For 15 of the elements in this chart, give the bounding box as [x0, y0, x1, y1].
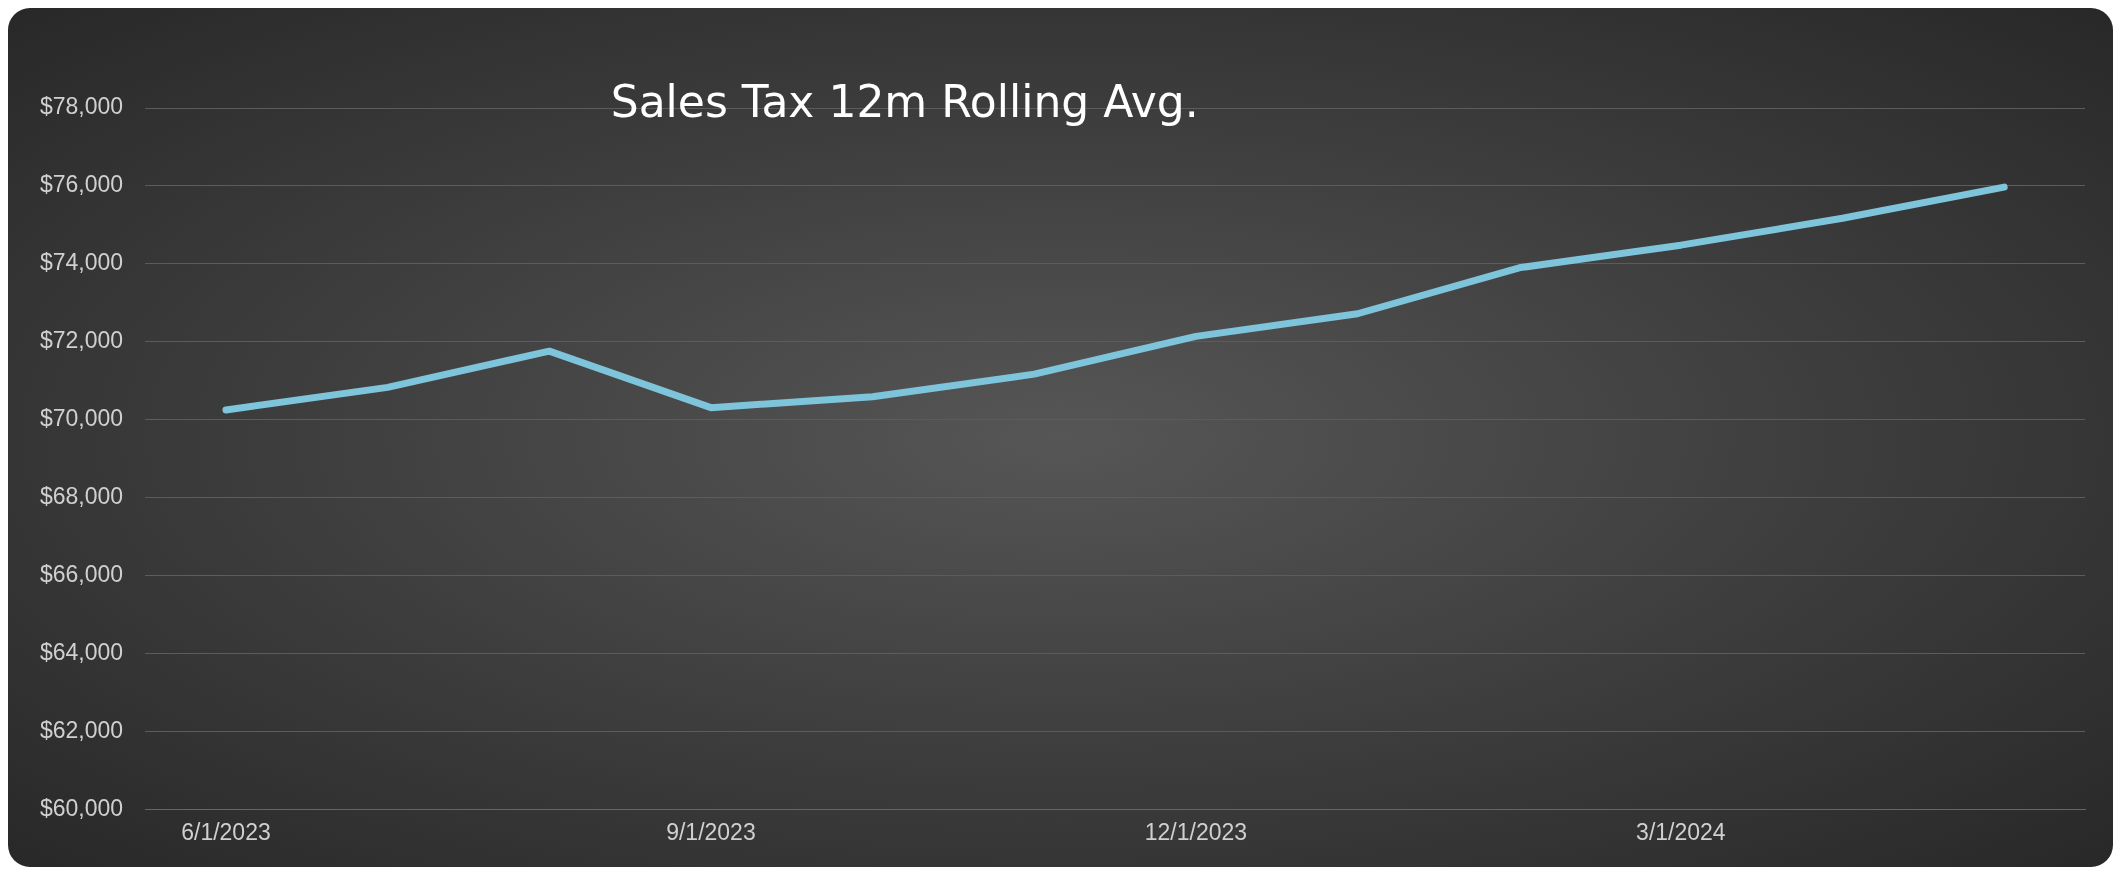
- y-tick-label: $76,000: [40, 171, 124, 198]
- y-tick-label: $66,000: [40, 560, 124, 587]
- x-tick-label: 9/1/2023: [666, 818, 756, 845]
- x-tick-label: 3/1/2024: [1636, 818, 1726, 845]
- x-tick-label: 12/1/2023: [1144, 818, 1248, 845]
- y-tick-label: $62,000: [40, 716, 124, 743]
- y-tick-label: $70,000: [40, 405, 124, 432]
- y-tick-label: $68,000: [40, 483, 124, 510]
- y-tick-label: $72,000: [40, 327, 124, 354]
- y-tick-label: $74,000: [40, 249, 124, 276]
- y-tick-label: $78,000: [40, 93, 124, 120]
- chart-title: Sales Tax 12m Rolling Avg.: [610, 76, 1199, 128]
- y-tick-label: $60,000: [40, 794, 124, 821]
- x-tick-label: 6/1/2023: [181, 818, 271, 845]
- y-tick-label: $64,000: [40, 638, 124, 665]
